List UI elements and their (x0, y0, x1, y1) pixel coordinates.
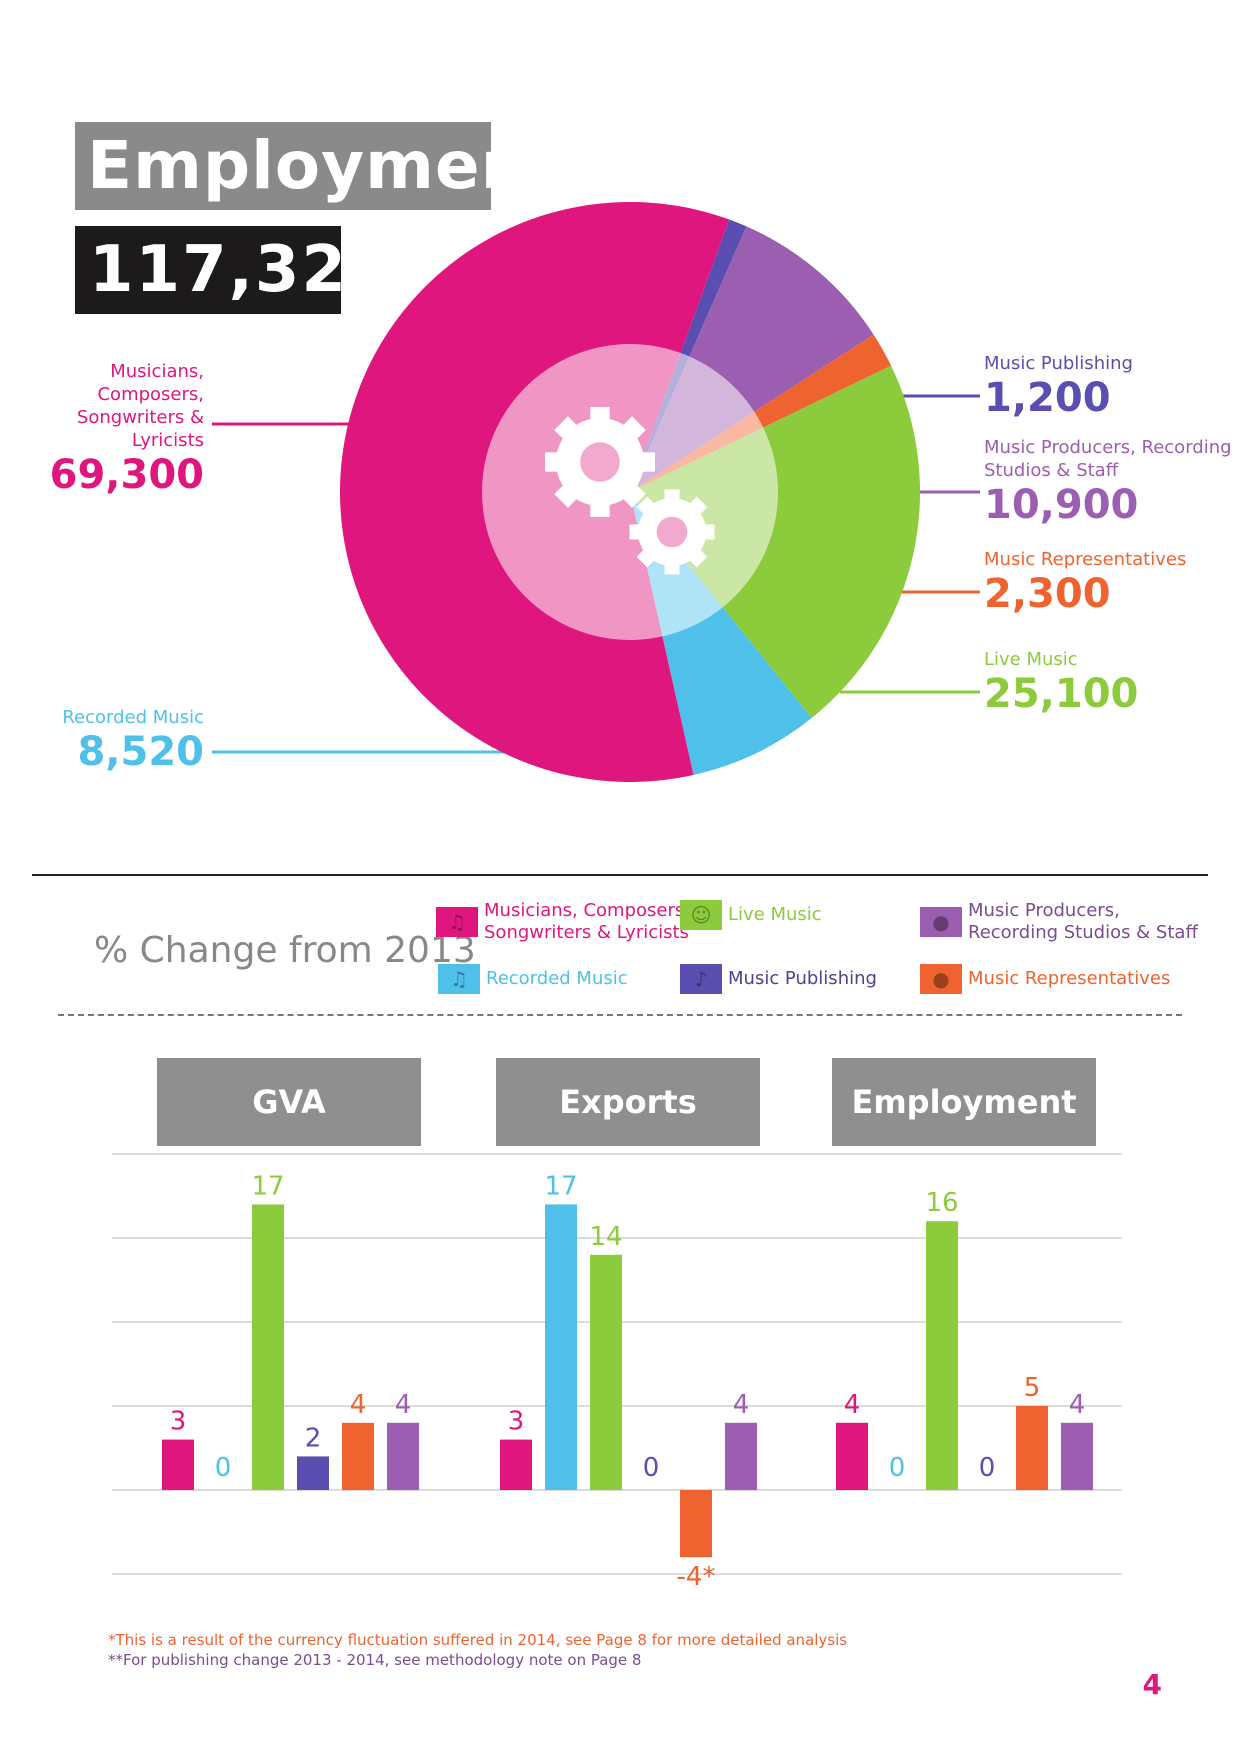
bar-label-exports-musicians: 3 (508, 1407, 525, 1437)
small-gear-icon (629, 489, 715, 575)
legend-producers-label-1: Music Producers, (968, 900, 1120, 921)
callout-producers: Music Producers, Recording Studios & Sta… (984, 436, 1234, 528)
callout-recorded: Recorded Music 8,520 (10, 706, 204, 775)
section-divider (32, 874, 1208, 876)
panel-header-gva: GVA (157, 1058, 421, 1146)
callout-publishing-value: 1,200 (984, 375, 1111, 421)
bar-label-employment-live: 16 (925, 1188, 958, 1218)
bar-label-exports-live: 14 (589, 1222, 622, 1252)
employment-donut-chart (212, 202, 980, 783)
legend-producers-label-2: Recording Studios & Staff (968, 922, 1198, 943)
legend-item-musicians: ♫ Musicians, Composers, Songwriters & Ly… (436, 900, 690, 944)
bar-exports-representatives (680, 1490, 712, 1558)
bar-exports-musicians (500, 1439, 532, 1490)
musicians-swatch: ♫ (436, 907, 478, 937)
callout-representatives-name: Music Representatives (984, 549, 1187, 570)
bar-exports-producers (725, 1422, 757, 1490)
callout-musicians: Musicians, Composers, Songwriters & Lyri… (10, 360, 204, 498)
bar-employment-representatives (1016, 1406, 1048, 1490)
bar-label-exports-representatives: -4* (677, 1562, 716, 1592)
legend-representatives-label: Music Representatives (968, 968, 1171, 989)
representatives-swatch: ● (920, 964, 962, 994)
bar-label-gva-recorded: 0 (215, 1453, 232, 1483)
legend-dashed-separator (58, 1014, 1182, 1016)
record-icon: ♫ (450, 967, 468, 991)
callout-publishing: Music Publishing 1,200 (984, 352, 1224, 421)
bar-gva-live (252, 1204, 284, 1490)
bar-exports-recorded (545, 1204, 577, 1490)
bar-label-exports-recorded: 17 (544, 1171, 577, 1201)
bar-exports-live (590, 1254, 622, 1490)
callout-musicians-value: 69,300 (49, 452, 204, 498)
callout-musicians-name-2: Songwriters & Lyricists (76, 407, 204, 451)
recorded-swatch: ♫ (438, 964, 480, 994)
page-number: 4 (1142, 1668, 1162, 1701)
bar-gva-publishing (297, 1456, 329, 1490)
bar-label-employment-representatives: 5 (1024, 1373, 1041, 1403)
bar-employment-producers (1061, 1422, 1093, 1490)
footnote-publishing: **For publishing change 2013 - 2014, see… (108, 1651, 642, 1669)
legend-publishing-label: Music Publishing (728, 968, 877, 989)
bar-label-exports-producers: 4 (733, 1390, 750, 1420)
bar-label-employment-publishing: 0 (979, 1453, 996, 1483)
sheet-music-icon: ♪ (694, 967, 708, 991)
callout-recorded-name: Recorded Music (62, 707, 204, 728)
live-swatch: ☺ (680, 900, 722, 930)
bar-gva-representatives (342, 1422, 374, 1490)
employment-total: 117,320 (75, 226, 393, 314)
bar-label-employment-producers: 4 (1069, 1390, 1086, 1420)
footnote-currency: *This is a result of the currency fluctu… (108, 1631, 848, 1649)
legend-item-publishing: ♪ Music Publishing (680, 964, 877, 994)
bar-label-employment-musicians: 4 (844, 1390, 861, 1420)
bar-label-gva-musicians: 3 (170, 1407, 187, 1437)
callout-musicians-name-1: Musicians, Composers, (97, 361, 204, 405)
bar-label-exports-publishing: 0 (643, 1453, 660, 1483)
bar-label-gva-producers: 4 (395, 1390, 412, 1420)
panel-header-employment: Employment (832, 1058, 1096, 1146)
page-title: Employment (75, 122, 560, 210)
legend-item-recorded: ♫ Recorded Music (438, 964, 628, 994)
legend-item-representatives: ● Music Representatives (920, 964, 1170, 994)
microphone-icon: ● (932, 910, 950, 934)
producers-swatch: ● (920, 907, 962, 937)
legend-item-live: ☺ Live Music (680, 900, 822, 930)
music-notes-icon: ♫ (448, 910, 466, 934)
legend-musicians-label-1: Musicians, Composers, (484, 900, 690, 921)
callout-producers-name-2: Studios & Staff (984, 460, 1119, 481)
legend-live-label: Live Music (728, 904, 822, 925)
bar-employment-musicians (836, 1422, 868, 1490)
callout-live-value: 25,100 (984, 671, 1139, 717)
gears-icon (545, 407, 655, 517)
bar-label-gva-representatives: 4 (350, 1390, 367, 1420)
legend-musicians-label-2: Songwriters & Lyricists (484, 922, 689, 943)
callout-representatives: Music Representatives 2,300 (984, 548, 1224, 617)
panel-header-exports: Exports (496, 1058, 760, 1146)
bar-label-gva-live: 17 (251, 1171, 284, 1201)
publishing-swatch: ♪ (680, 964, 722, 994)
callout-producers-name-1: Music Producers, Recording (984, 437, 1232, 458)
callout-live: Live Music 25,100 (984, 648, 1224, 717)
callout-live-name: Live Music (984, 649, 1078, 670)
bar-label-gva-publishing: 2 (305, 1423, 322, 1453)
person-icon: ● (932, 967, 950, 991)
percent-change-title: % Change from 2013 (94, 930, 476, 971)
callout-publishing-name: Music Publishing (984, 353, 1133, 374)
bar-gva-musicians (162, 1439, 194, 1490)
performer-icon: ☺ (690, 903, 712, 927)
bar-gva-producers (387, 1422, 419, 1490)
callout-producers-value: 10,900 (984, 482, 1139, 528)
legend-recorded-label: Recorded Music (486, 968, 628, 989)
donut-slice-live (630, 365, 920, 719)
bar-employment-live (926, 1221, 958, 1490)
bar-label-employment-recorded: 0 (889, 1453, 906, 1483)
legend-item-producers: ● Music Producers, Recording Studios & S… (920, 900, 1198, 944)
callout-recorded-value: 8,520 (77, 729, 204, 775)
callout-representatives-value: 2,300 (984, 571, 1111, 617)
